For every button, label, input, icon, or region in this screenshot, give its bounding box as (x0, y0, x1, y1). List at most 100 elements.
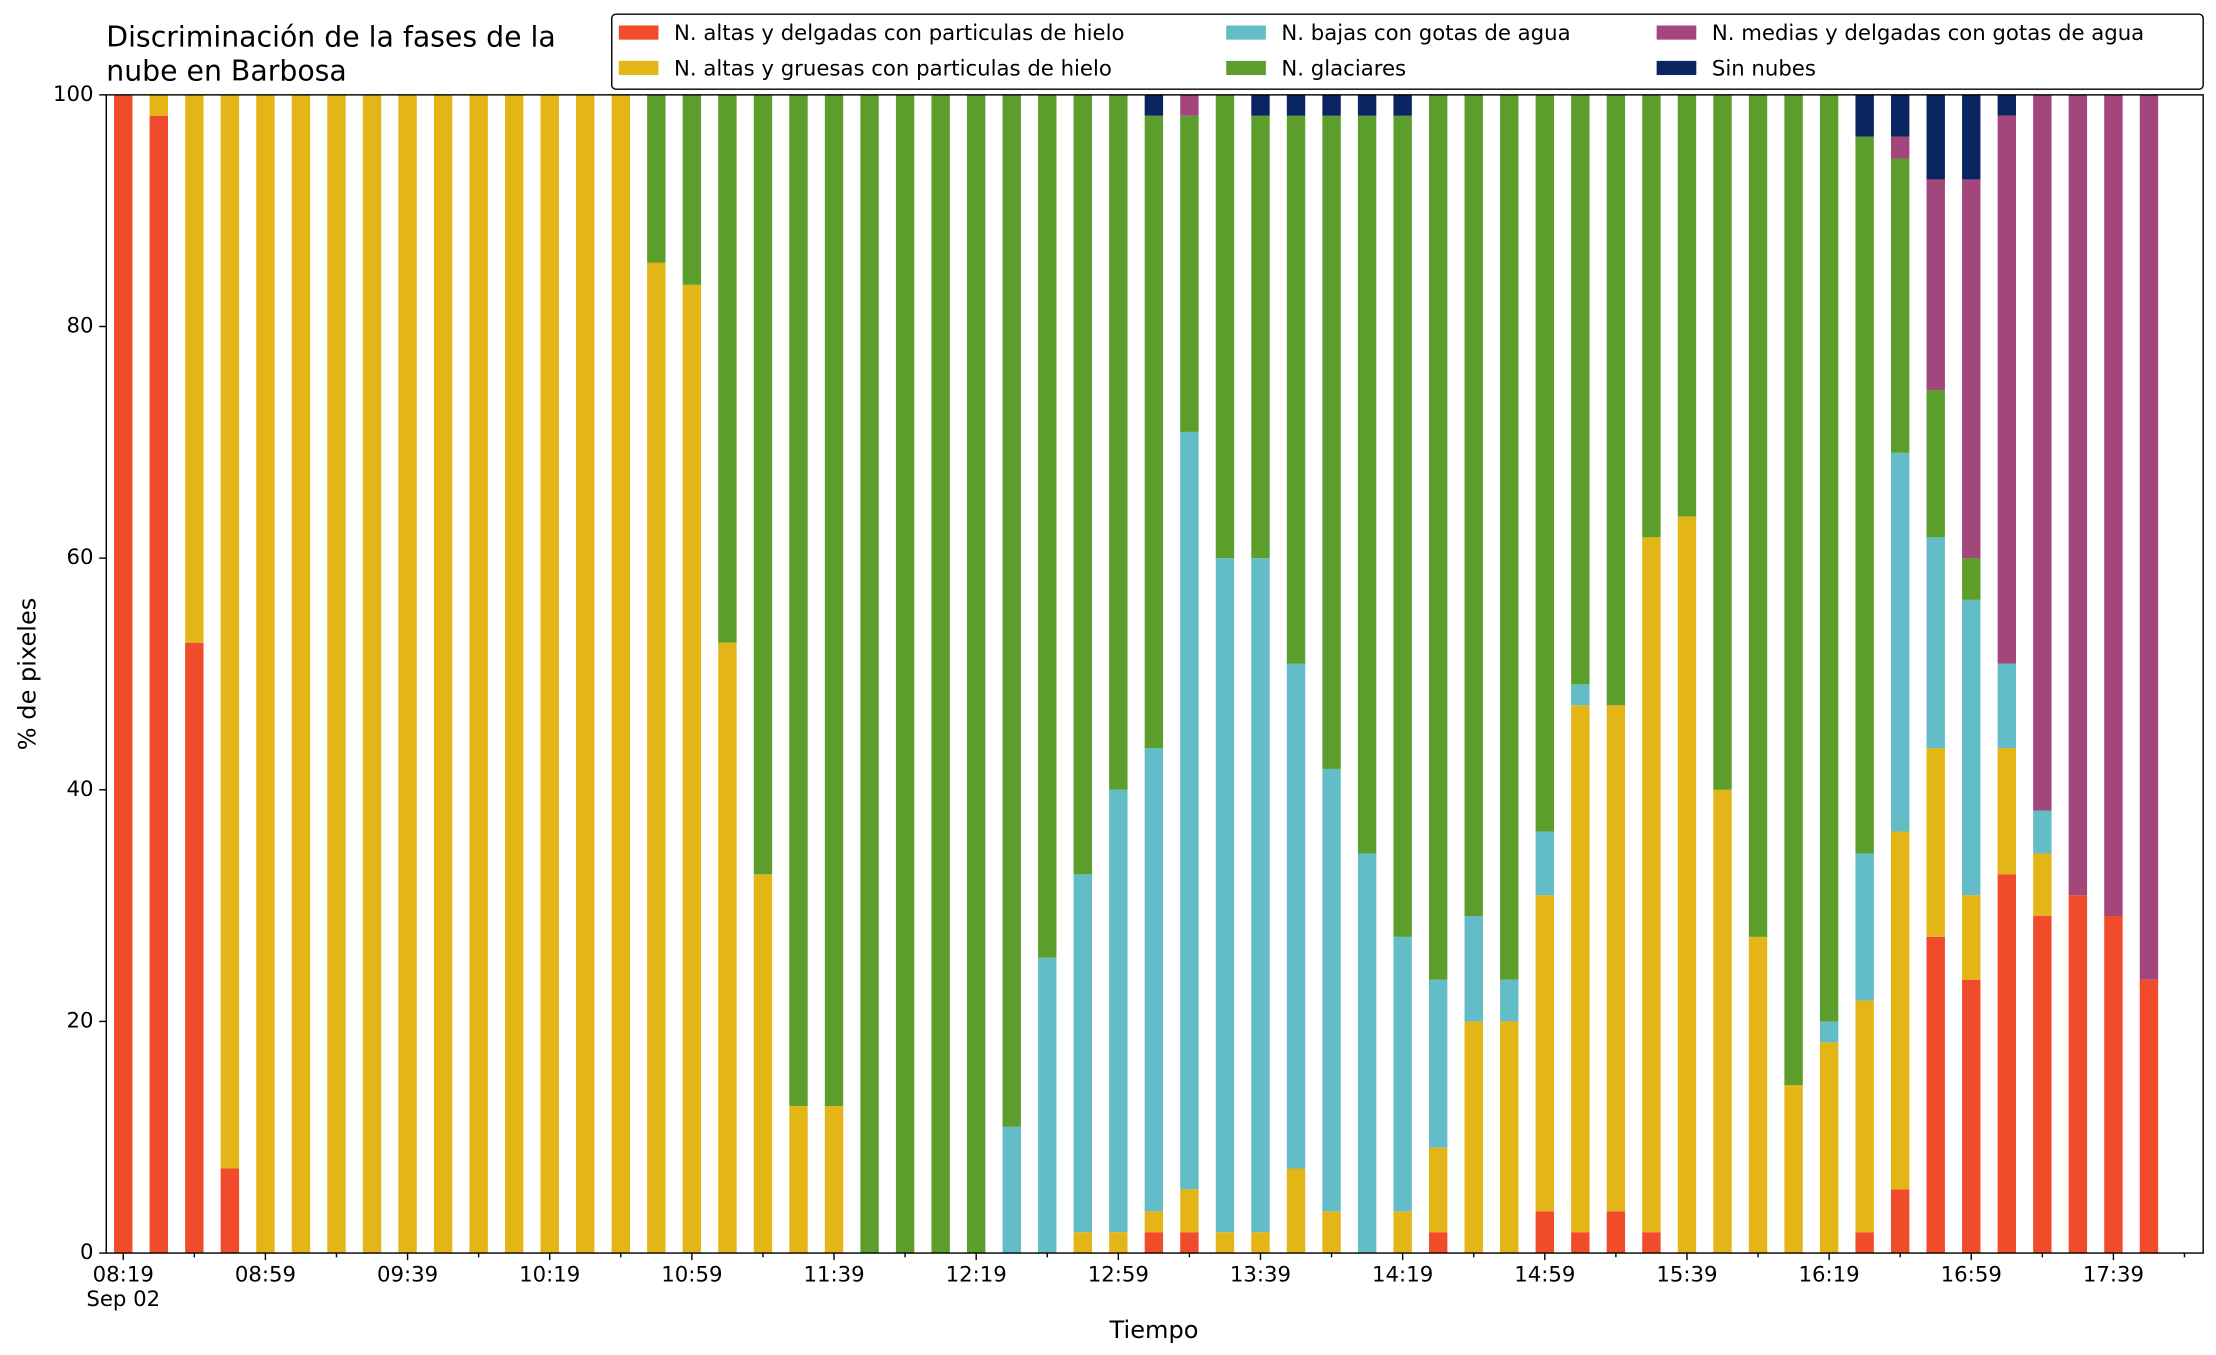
y-tick-label: 20 (67, 1008, 94, 1033)
bar-segment (1855, 1232, 1874, 1254)
bar-segment (1393, 115, 1412, 937)
bar-segment (1286, 94, 1306, 116)
bar-segment (220, 94, 240, 1169)
bar-segment (362, 94, 382, 1254)
bar-segment (469, 94, 488, 1254)
bar-segment (1997, 94, 2017, 116)
x-tick-label: 13:39 (1230, 1263, 1291, 1288)
bar-segment (1286, 663, 1306, 1169)
bar-segment (1180, 1189, 1199, 1233)
bar-segment (1890, 831, 1910, 1190)
bar-segment (1251, 94, 1270, 116)
bar-segment (1713, 789, 1732, 1254)
bar-segment (1180, 431, 1199, 1190)
bar-segment (860, 94, 879, 1254)
bar-segment (1002, 1126, 1021, 1254)
y-tick-label: 100 (53, 82, 94, 107)
bar-segment (1038, 94, 1057, 958)
legend-swatch (1226, 60, 1266, 76)
bar-segment (291, 94, 311, 1254)
bar-segment (1997, 663, 2017, 749)
bar-segment (185, 642, 204, 1254)
bar-segment (1144, 1232, 1164, 1254)
bar-segment (398, 94, 417, 1254)
bar-segment (1855, 136, 1874, 854)
bar-segment (540, 94, 559, 1254)
bar-segment (1144, 115, 1164, 749)
title-box: Discriminación de la fases de la nube en… (106, 20, 555, 88)
bar-segment (1926, 537, 1945, 749)
bar-segment (1357, 115, 1377, 854)
bar-segment (1926, 94, 1945, 180)
bar-segment (1962, 895, 1981, 980)
x-tick-label: 15:39 (1656, 1263, 1717, 1288)
bar-segment (718, 642, 737, 1254)
bar-segment (1962, 979, 1981, 1254)
y-tick-label: 40 (67, 777, 94, 802)
bar-segment (1997, 874, 2017, 1254)
bar-segment (611, 94, 630, 1254)
bar-segment (1713, 94, 1732, 790)
bar-segment (1677, 94, 1697, 517)
bar-segment (1073, 94, 1093, 875)
x-tick-label: 11:39 (803, 1263, 864, 1288)
legend-label: N. glaciares (1281, 56, 1406, 81)
bar-segment (1322, 1211, 1341, 1254)
bar-segment (256, 94, 275, 1254)
legend-label: Sin nubes (1712, 56, 1816, 81)
bar-segment (1073, 1232, 1093, 1254)
bar-segment (824, 94, 844, 1106)
bar-segment (966, 94, 986, 1254)
plot-frame (105, 94, 2204, 1254)
bar-segment (1784, 1085, 1803, 1254)
bar-segment (1571, 705, 1590, 1233)
y-tick-label: 0 (80, 1240, 94, 1265)
bar-segment (1109, 789, 1128, 1233)
legend-swatch (618, 60, 659, 76)
bar-segment (1428, 979, 1448, 1148)
bar-segment (504, 94, 524, 1254)
bar-segment (1464, 94, 1483, 917)
bar-segment (185, 94, 204, 643)
x-tick-label: 10:59 (661, 1263, 722, 1288)
bar-segment (1393, 94, 1412, 116)
bar-segment (1109, 94, 1128, 790)
bar-segment (1393, 936, 1412, 1212)
y-tick-label: 80 (67, 314, 94, 339)
bar-segment (1215, 558, 1235, 1233)
bar-segment (1180, 115, 1199, 432)
bar-segment (2068, 895, 2088, 1254)
bar-segment (1748, 936, 1768, 1254)
bar-segment (1571, 94, 1590, 685)
bar-segment (1464, 916, 1483, 1022)
bar-segment (1002, 94, 1021, 1127)
bar-segment (1962, 599, 1981, 896)
bar-segment (1926, 390, 1945, 538)
bar-segment (753, 874, 773, 1254)
bar-segment (1962, 94, 1981, 180)
bar-segment (1357, 853, 1377, 1254)
bar-segment (149, 115, 168, 1254)
bar-segment (2033, 853, 2052, 917)
x-tick-label: 17:39 (2083, 1263, 2144, 1288)
bar-segment (220, 1168, 240, 1254)
bar-segment (1215, 1232, 1235, 1254)
bar-segment (1997, 748, 2017, 875)
bar-segment (2104, 916, 2123, 1254)
x-tick-label: 10:19 (519, 1263, 580, 1288)
bar-segment (1144, 1211, 1164, 1233)
x-tick-label: 16:59 (1941, 1263, 2002, 1288)
bar-segment (576, 94, 595, 1254)
x-tick-label: 09:39 (377, 1263, 438, 1288)
bar-segment (1251, 115, 1270, 559)
bar-segment (1642, 537, 1661, 1233)
bar-segment (114, 94, 133, 1254)
x-tick-label: 14:59 (1514, 1263, 1575, 1288)
bar-segment (1926, 179, 1945, 391)
bar-segment (1997, 115, 2017, 664)
bar-segment (1428, 94, 1448, 980)
bar-segment (1180, 1232, 1199, 1254)
bar-segment (789, 1105, 808, 1254)
legend-swatch (1656, 60, 1697, 76)
bar-segment (1677, 516, 1697, 1254)
